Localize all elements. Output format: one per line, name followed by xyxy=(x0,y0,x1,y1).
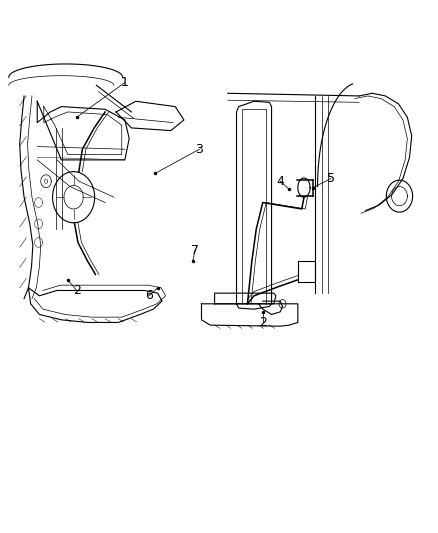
Text: 3: 3 xyxy=(195,143,203,156)
Text: 1: 1 xyxy=(121,76,129,89)
Text: 6: 6 xyxy=(145,289,153,302)
Text: 2: 2 xyxy=(73,284,81,297)
Text: 5: 5 xyxy=(327,172,335,185)
Text: 2: 2 xyxy=(259,316,267,329)
Text: 4: 4 xyxy=(276,175,284,188)
Text: 7: 7 xyxy=(191,244,199,257)
